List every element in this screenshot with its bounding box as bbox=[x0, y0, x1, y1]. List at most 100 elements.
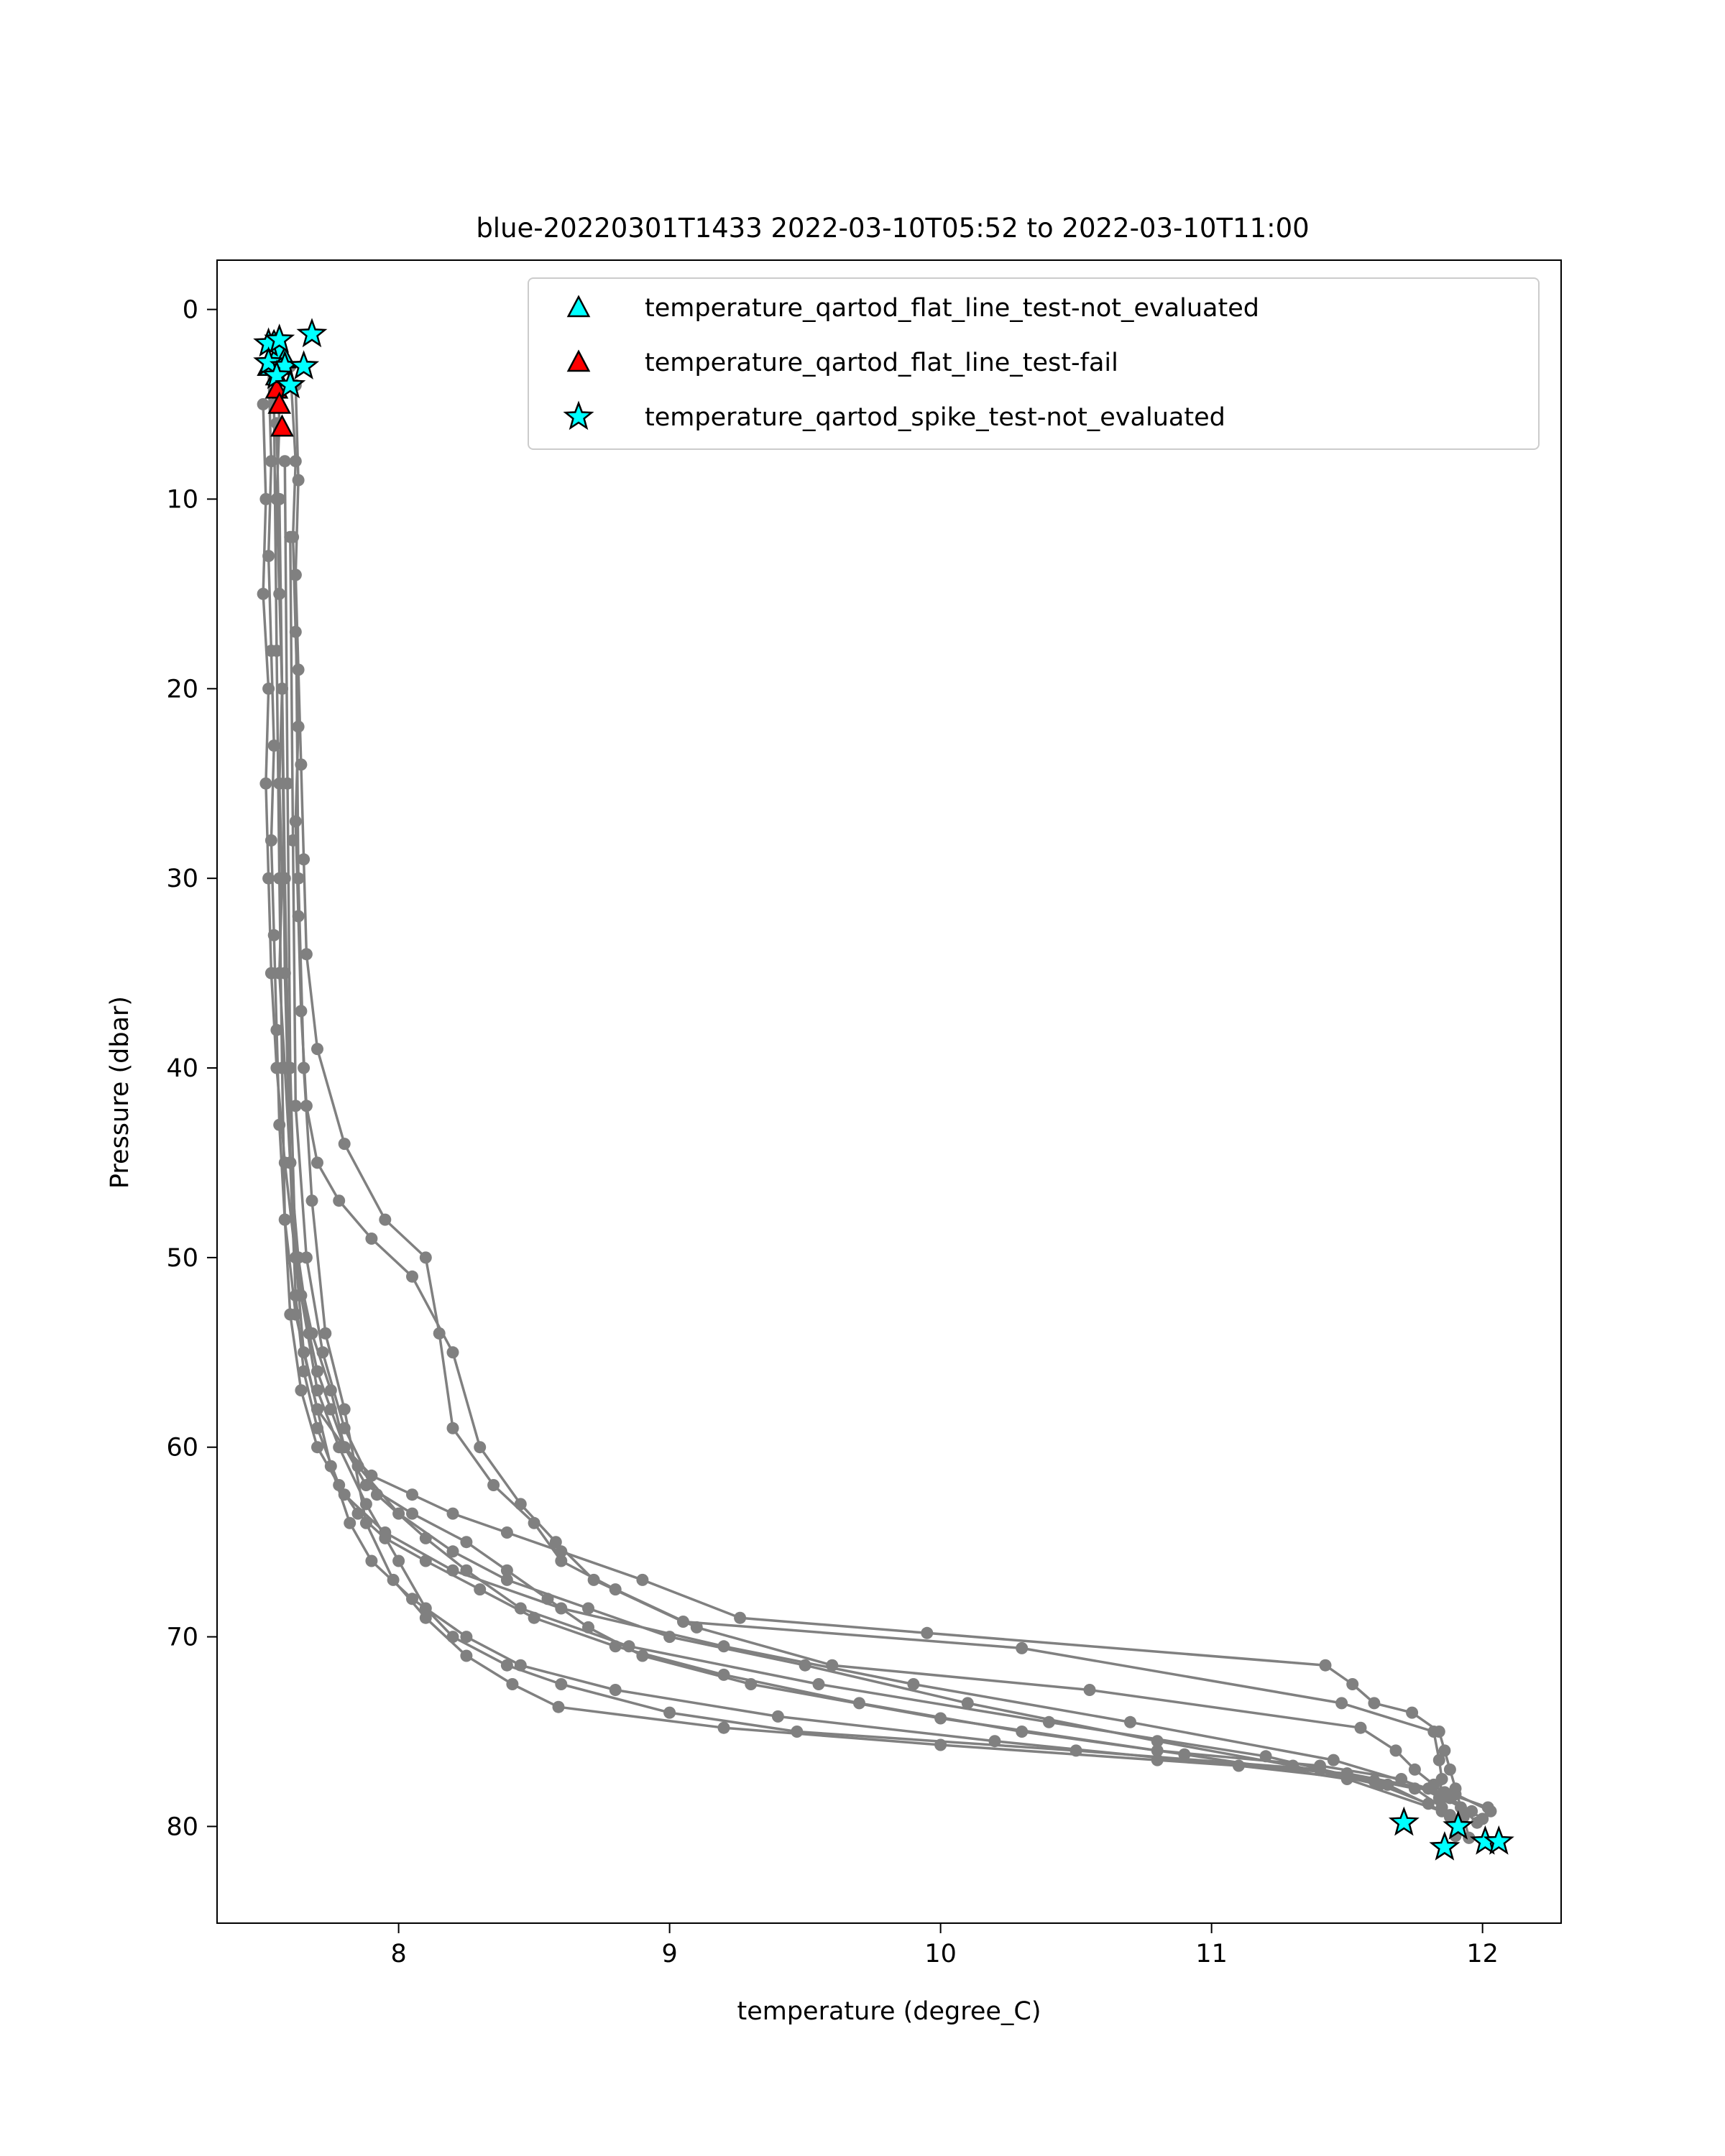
profile-point bbox=[1389, 1744, 1402, 1757]
profile-point bbox=[287, 834, 300, 847]
profile-point bbox=[622, 1640, 635, 1653]
legend-triangle-icon bbox=[566, 295, 591, 318]
profile-point bbox=[319, 1327, 332, 1340]
profile-point bbox=[460, 1649, 473, 1662]
profile-point bbox=[717, 1721, 730, 1734]
profile-point bbox=[1042, 1715, 1055, 1728]
profile-point bbox=[333, 1441, 346, 1454]
profile-point bbox=[273, 872, 286, 885]
profile-point bbox=[663, 1706, 676, 1719]
profile-point bbox=[717, 1668, 730, 1681]
profile-point bbox=[333, 1194, 346, 1207]
profile-point bbox=[771, 1710, 784, 1723]
profile-point bbox=[1354, 1721, 1367, 1734]
flat-line-fail-marker bbox=[267, 391, 292, 414]
profile-point bbox=[289, 455, 302, 468]
profile-line bbox=[294, 385, 1484, 1820]
profile-point bbox=[359, 1516, 372, 1529]
x-tick-label: 11 bbox=[1195, 1940, 1228, 1968]
profile-point bbox=[460, 1631, 473, 1644]
profile-point bbox=[289, 568, 302, 581]
profile-point bbox=[289, 815, 302, 828]
profile-point bbox=[514, 1602, 527, 1615]
profile-point bbox=[506, 1678, 519, 1690]
profile-point bbox=[284, 1308, 297, 1321]
profile-point bbox=[609, 1684, 622, 1696]
profile-point bbox=[311, 1156, 323, 1169]
profile-point bbox=[961, 1697, 974, 1710]
spike-not-evaluated-marker bbox=[275, 369, 306, 399]
y-tick-label: 0 bbox=[183, 296, 198, 325]
profile-point bbox=[344, 1516, 356, 1529]
profile-point bbox=[365, 1233, 378, 1245]
spike-not-evaluated-marker bbox=[1429, 1830, 1460, 1861]
legend-star-icon bbox=[563, 400, 594, 430]
profile-point bbox=[419, 1531, 432, 1544]
profile-point bbox=[298, 1061, 310, 1074]
profile-point bbox=[262, 550, 275, 563]
legend-triangle-icon bbox=[566, 349, 591, 372]
profile-point bbox=[379, 1526, 392, 1539]
profile-point bbox=[446, 1631, 459, 1644]
profile-point bbox=[500, 1573, 513, 1586]
profile-point bbox=[1335, 1697, 1348, 1710]
x-tick-label: 9 bbox=[661, 1940, 677, 1968]
profile-point bbox=[406, 1488, 418, 1501]
profile-point bbox=[278, 455, 291, 468]
profile-point bbox=[500, 1659, 513, 1672]
profile-point bbox=[934, 1738, 947, 1751]
profile-point bbox=[370, 1488, 383, 1501]
profile-point bbox=[791, 1726, 804, 1738]
profile-point bbox=[514, 1498, 527, 1511]
profile-point bbox=[555, 1554, 568, 1567]
profile-point bbox=[387, 1573, 400, 1586]
profile-point bbox=[257, 587, 270, 600]
profile-point bbox=[636, 1573, 649, 1586]
x-axis-label: temperature (degree_C) bbox=[737, 1997, 1041, 2026]
spike-not-evaluated-marker bbox=[1443, 1810, 1474, 1840]
y-tick-label: 80 bbox=[166, 1812, 198, 1841]
profile-point bbox=[298, 1346, 310, 1359]
profile-point bbox=[276, 1061, 288, 1074]
markers-layer bbox=[253, 318, 1514, 1861]
profile-point bbox=[311, 1043, 323, 1056]
profile-point bbox=[311, 1384, 323, 1397]
legend-entry: temperature_qartod_flat_line_test-not_ev… bbox=[566, 294, 1259, 323]
profile-point bbox=[1427, 1726, 1440, 1738]
profile-point bbox=[1124, 1715, 1136, 1728]
profile-point bbox=[284, 530, 297, 543]
profile-point bbox=[487, 1479, 500, 1491]
profile-point bbox=[270, 1023, 283, 1036]
profile-point bbox=[1327, 1754, 1340, 1766]
profile-point bbox=[338, 1488, 351, 1501]
y-tick-label: 10 bbox=[166, 485, 198, 514]
flat-line-fail-marker bbox=[270, 414, 294, 437]
legend-label: temperature_qartod_spike_test-not_evalua… bbox=[645, 403, 1225, 432]
profile-point bbox=[446, 1346, 459, 1359]
profile-point bbox=[278, 1213, 291, 1226]
profile-point bbox=[474, 1441, 487, 1454]
profile-point bbox=[1259, 1750, 1272, 1763]
profile-series bbox=[289, 379, 1489, 1825]
y-axis: 0 10 20 30 40 50 60 70 80 bbox=[166, 296, 217, 1841]
x-axis: 8 9 10 11 12 bbox=[390, 1923, 1499, 1968]
chart-title: blue-20220301T1433 2022-03-10T05:52 to 2… bbox=[476, 213, 1309, 244]
profile-point bbox=[528, 1516, 540, 1529]
profile-point bbox=[460, 1536, 473, 1549]
y-tick-label: 60 bbox=[166, 1434, 198, 1462]
profile-point bbox=[264, 834, 277, 847]
profile-point bbox=[351, 1507, 364, 1520]
profiles-layer bbox=[257, 341, 1497, 1844]
profile-point bbox=[1443, 1809, 1456, 1822]
profile-point bbox=[446, 1545, 459, 1558]
x-tick-label: 8 bbox=[390, 1940, 406, 1968]
legend-entry: temperature_qartod_spike_test-not_evalua… bbox=[563, 400, 1225, 432]
profile-point bbox=[1178, 1748, 1191, 1761]
profile-point bbox=[292, 663, 305, 676]
legend-frame bbox=[528, 277, 1540, 450]
spike-not-evaluated-marker bbox=[1388, 1806, 1420, 1836]
profile-point bbox=[433, 1327, 446, 1340]
profile-point bbox=[907, 1678, 920, 1690]
profile-point bbox=[853, 1697, 865, 1710]
profile-point bbox=[1346, 1678, 1359, 1690]
